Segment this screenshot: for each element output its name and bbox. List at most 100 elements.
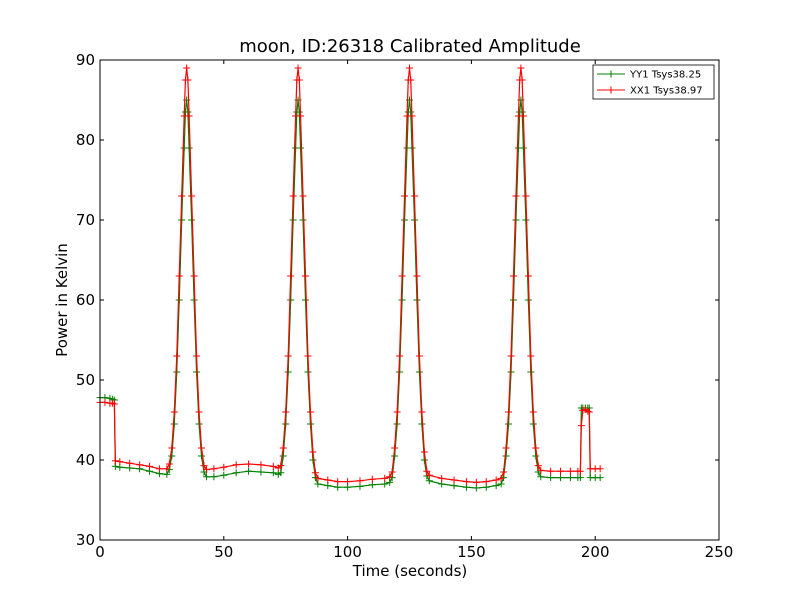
data-point-yy1 (279, 452, 287, 460)
data-point-xx1 (185, 112, 193, 120)
data-point-yy1 (396, 368, 404, 376)
data-point-xx1 (505, 408, 513, 416)
data-point-xx1 (111, 457, 119, 465)
data-point-xx1 (420, 448, 428, 456)
data-point-yy1 (245, 467, 253, 475)
data-point-yy1 (269, 469, 277, 477)
data-point-xx1 (314, 474, 322, 482)
data-point-xx1 (304, 352, 312, 360)
y-tick-label: 40 (76, 451, 95, 469)
data-point-yy1 (576, 474, 584, 482)
data-point-yy1 (512, 216, 520, 224)
data-point-xx1 (585, 408, 593, 416)
data-point-xx1 (401, 192, 409, 200)
data-point-xx1 (269, 462, 277, 470)
data-point-xx1 (566, 467, 574, 475)
chart-title: moon, ID:26318 Calibrated Amplitude (239, 36, 581, 57)
data-point-xx1 (257, 461, 265, 469)
data-point-xx1 (576, 467, 584, 475)
data-point-yy1 (522, 216, 530, 224)
data-point-xx1 (472, 478, 480, 486)
data-point-xx1 (245, 460, 253, 468)
data-point-yy1 (168, 452, 176, 460)
data-point-yy1 (188, 216, 196, 224)
data-point-xx1 (518, 76, 526, 84)
data-point-xx1 (295, 76, 303, 84)
series-xx1 (96, 64, 604, 486)
data-point-xx1 (502, 444, 510, 452)
data-point-xx1 (497, 474, 505, 482)
data-point-xx1 (324, 476, 332, 484)
data-point-yy1 (309, 456, 317, 464)
data-point-yy1 (173, 368, 181, 376)
y-tick-label: 50 (76, 371, 95, 389)
data-point-xx1 (408, 112, 416, 120)
data-point-yy1 (184, 108, 192, 116)
data-point-yy1 (524, 296, 532, 304)
series-line-xx1 (100, 67, 601, 484)
data-point-yy1 (299, 216, 307, 224)
data-point-xx1 (509, 272, 517, 280)
legend-box (592, 64, 715, 100)
data-point-xx1 (146, 462, 154, 470)
data-point-xx1 (527, 352, 535, 360)
data-point-xx1 (529, 408, 537, 416)
data-point-xx1 (492, 476, 500, 484)
y-tick-label: 80 (76, 131, 95, 149)
data-point-yy1 (287, 296, 295, 304)
data-point-xx1 (398, 272, 406, 280)
data-point-xx1 (386, 473, 394, 481)
data-point-xx1 (334, 478, 342, 486)
data-point-xx1 (418, 408, 426, 416)
data-point-yy1 (529, 420, 537, 428)
data-point-xx1 (195, 408, 203, 416)
data-point-xx1 (168, 444, 176, 452)
data-point-yy1 (596, 474, 604, 482)
data-point-yy1 (407, 108, 415, 116)
data-point-xx1 (407, 76, 415, 84)
data-point-yy1 (193, 368, 201, 376)
data-point-xx1 (381, 474, 389, 482)
data-point-xx1 (110, 400, 118, 408)
data-point-xx1 (537, 466, 545, 474)
data-point-yy1 (195, 420, 203, 428)
data-point-yy1 (507, 368, 515, 376)
data-point-xx1 (220, 463, 228, 471)
data-point-xx1 (388, 468, 396, 476)
data-point-xx1 (425, 471, 433, 479)
data-point-xx1 (202, 466, 210, 474)
data-point-yy1 (532, 452, 540, 460)
data-point-xx1 (596, 465, 604, 473)
data-point-yy1 (410, 216, 418, 224)
data-point-yy1 (289, 216, 297, 224)
data-point-xx1 (210, 465, 218, 473)
data-point-yy1 (185, 144, 193, 152)
data-point-yy1 (413, 296, 421, 304)
data-point-xx1 (299, 192, 307, 200)
data-point-xx1 (282, 408, 290, 416)
data-point-yy1 (415, 368, 423, 376)
data-point-xx1 (344, 478, 352, 486)
data-point-xx1 (512, 192, 520, 200)
x-tick-label: 0 (95, 543, 105, 561)
data-point-xx1 (507, 352, 515, 360)
data-point-xx1 (302, 272, 310, 280)
data-point-xx1 (126, 459, 134, 467)
data-point-xx1 (423, 467, 431, 475)
data-point-xx1 (173, 352, 181, 360)
data-point-yy1 (302, 296, 310, 304)
data-point-xx1 (101, 398, 109, 406)
data-point-yy1 (557, 474, 565, 482)
data-point-yy1 (537, 473, 545, 481)
x-axis-label: Time (seconds) (352, 562, 468, 580)
data-point-xx1 (524, 272, 532, 280)
legend: YY1 Tsys38.25 XX1 Tsys38.97 (592, 64, 715, 100)
data-point-xx1 (393, 408, 401, 416)
data-point-yy1 (277, 469, 285, 477)
data-point-yy1 (295, 108, 303, 116)
data-point-yy1 (518, 108, 526, 116)
data-point-yy1 (547, 474, 555, 482)
data-point-xx1 (190, 272, 198, 280)
data-point-xx1 (438, 474, 446, 482)
